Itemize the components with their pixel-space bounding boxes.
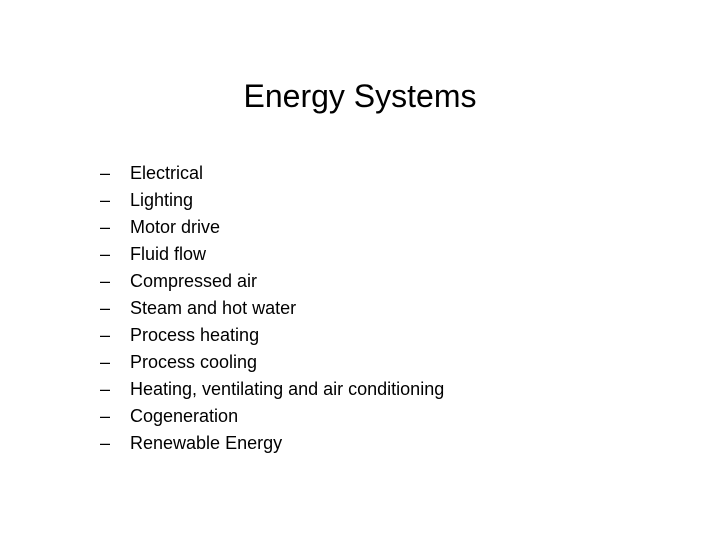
dash-icon: –: [100, 349, 130, 376]
list-item: –Steam and hot water: [100, 295, 444, 322]
list-item-label: Compressed air: [130, 268, 444, 295]
dash-icon: –: [100, 430, 130, 457]
list-item-label: Motor drive: [130, 214, 444, 241]
list-item-label: Process cooling: [130, 349, 444, 376]
slide: Energy Systems –Electrical–Lighting–Moto…: [0, 0, 720, 540]
list-item: –Process cooling: [100, 349, 444, 376]
list-item: –Fluid flow: [100, 241, 444, 268]
list-item-label: Steam and hot water: [130, 295, 444, 322]
list-item-label: Lighting: [130, 187, 444, 214]
dash-icon: –: [100, 241, 130, 268]
dash-icon: –: [100, 322, 130, 349]
list-item-label: Heating, ventilating and air conditionin…: [130, 376, 444, 403]
list-item: –Lighting: [100, 187, 444, 214]
list-item-label: Process heating: [130, 322, 444, 349]
dash-icon: –: [100, 376, 130, 403]
slide-title: Energy Systems: [0, 78, 720, 115]
dash-icon: –: [100, 187, 130, 214]
list-item: –Electrical: [100, 160, 444, 187]
list-item-label: Fluid flow: [130, 241, 444, 268]
list-item: –Cogeneration: [100, 403, 444, 430]
list-item: –Motor drive: [100, 214, 444, 241]
dash-icon: –: [100, 295, 130, 322]
dash-icon: –: [100, 214, 130, 241]
list-item-label: Cogeneration: [130, 403, 444, 430]
dash-icon: –: [100, 403, 130, 430]
dash-icon: –: [100, 160, 130, 187]
list-item: –Process heating: [100, 322, 444, 349]
list-item: –Compressed air: [100, 268, 444, 295]
bullet-list: –Electrical–Lighting–Motor drive–Fluid f…: [100, 160, 444, 457]
list-item-label: Electrical: [130, 160, 444, 187]
list-item: –Heating, ventilating and air conditioni…: [100, 376, 444, 403]
list-item: –Renewable Energy: [100, 430, 444, 457]
dash-icon: –: [100, 268, 130, 295]
list-item-label: Renewable Energy: [130, 430, 444, 457]
